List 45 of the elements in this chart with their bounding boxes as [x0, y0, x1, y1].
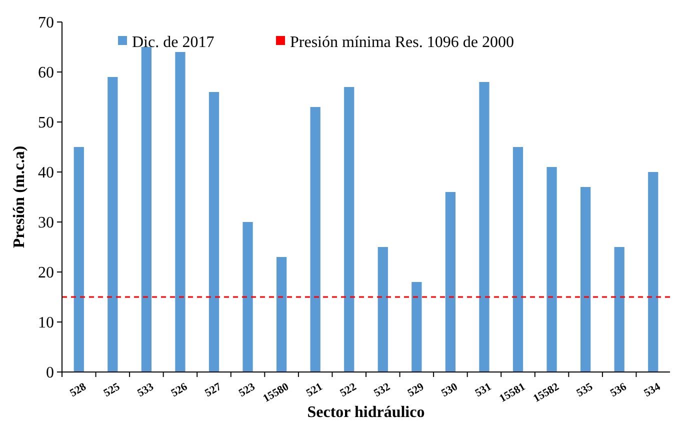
x-tick-label: 526 — [169, 380, 190, 400]
legend-label: Dic. de 2017 — [132, 34, 214, 51]
bar — [141, 47, 152, 372]
bar — [175, 52, 186, 372]
y-tick-label: 20 — [38, 264, 54, 282]
bar — [344, 87, 354, 372]
x-tick-label: 531 — [473, 380, 494, 400]
x-tick-label: 533 — [136, 380, 156, 400]
bar — [108, 77, 118, 372]
bar — [512, 147, 524, 372]
x-tick-label: 527 — [203, 380, 224, 400]
bar — [412, 282, 422, 372]
x-tick-label: 522 — [338, 380, 359, 400]
bar — [648, 172, 658, 372]
y-axis-title: Presión (m.c.a) — [11, 146, 28, 248]
legend-label: Presión mínima Res. 1096 de 2000 — [290, 34, 514, 51]
y-tick-label: 10 — [38, 314, 54, 332]
bar — [208, 92, 220, 372]
y-tick-label: 30 — [38, 214, 54, 232]
y-tick-label: 0 — [46, 364, 54, 382]
x-tick-label: 534 — [642, 380, 663, 400]
y-tick-label: 50 — [38, 114, 54, 132]
y-tick-label: 40 — [38, 164, 54, 182]
bar — [378, 247, 388, 372]
x-tick-label: 525 — [102, 380, 122, 400]
x-tick-label: 535 — [574, 380, 596, 400]
x-tick-label: 521 — [304, 380, 325, 400]
x-tick-label: 528 — [68, 380, 89, 400]
x-tick-label: 536 — [608, 380, 630, 400]
bar — [276, 257, 287, 372]
y-tick-label: 70 — [38, 14, 54, 32]
x-tick-label: 529 — [406, 380, 426, 400]
bar — [445, 192, 456, 372]
bar — [74, 147, 84, 372]
y-tick-label: 60 — [38, 64, 54, 82]
bar — [580, 187, 591, 372]
bar — [546, 167, 557, 372]
bar — [242, 222, 253, 372]
bar — [479, 82, 490, 372]
x-axis-title: Sector hidráulico — [307, 404, 425, 421]
x-tick-label: 523 — [236, 380, 258, 400]
bar — [614, 247, 624, 372]
x-tick-label: 532 — [372, 380, 393, 400]
x-tick-label: 530 — [440, 380, 460, 400]
bar — [310, 107, 320, 372]
